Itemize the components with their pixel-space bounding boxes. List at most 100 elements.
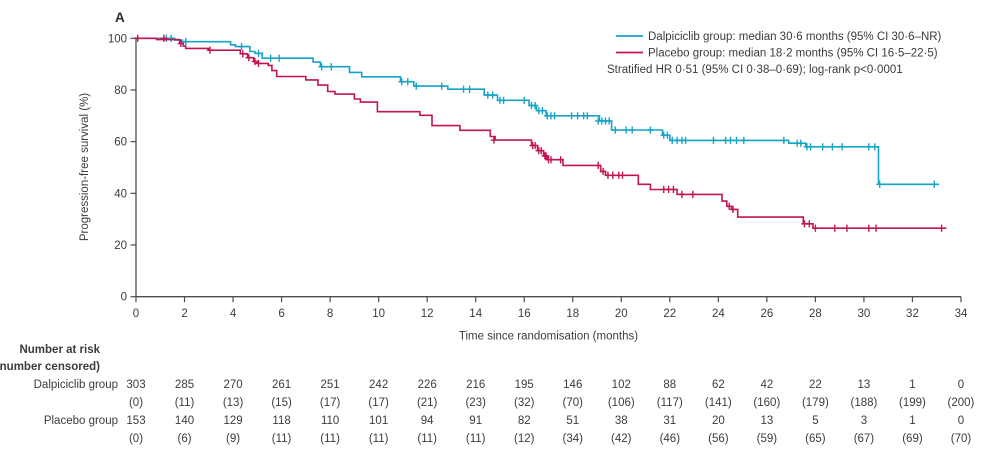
x-tick-label: 26: [760, 308, 773, 320]
at-risk-value: 22: [809, 379, 822, 391]
censored-value: (6): [177, 433, 191, 445]
censored-value: (12): [514, 433, 535, 445]
censored-value: (11): [175, 397, 195, 409]
censored-value: (21): [417, 397, 438, 409]
y-tick-label: 0: [121, 292, 127, 304]
at-risk-value: 226: [418, 379, 437, 391]
censored-value: (56): [708, 433, 729, 445]
at-risk-value: 20: [712, 415, 725, 427]
censored-value: (11): [369, 433, 389, 445]
x-tick-label: 10: [372, 308, 385, 320]
at-risk-value: 0: [958, 415, 964, 427]
at-risk-value: 153: [126, 415, 145, 427]
censored-value: (106): [608, 397, 635, 409]
number-at-risk-table: Number at risk (number censored) Dalpicicl…: [0, 344, 975, 445]
legend-label: Placebo group: median 18·2 months (95% C…: [648, 48, 938, 60]
legend-label: Dalpiciclib group: median 30·6 months (9…: [648, 31, 942, 43]
censored-value: (11): [417, 433, 437, 445]
x-tick-label: 24: [712, 308, 725, 320]
censored-value: (34): [563, 433, 584, 445]
censored-value: (200): [948, 397, 975, 409]
x-axis-title: Time since randomisation (months): [459, 331, 638, 343]
at-risk-value: 242: [369, 379, 388, 391]
censored-value: (42): [611, 433, 632, 445]
censored-value: (141): [705, 397, 732, 409]
dalpiciclib-series: [136, 34, 940, 188]
at-risk-value: 261: [272, 379, 291, 391]
x-tick-label: 20: [615, 308, 628, 320]
survival-step-curve: [136, 37, 947, 229]
censored-value: (67): [854, 433, 875, 445]
censored-value: (46): [660, 433, 681, 445]
at-risk-value: 91: [469, 415, 482, 427]
at-risk-value: 62: [712, 379, 725, 391]
at-risk-value: 31: [663, 415, 676, 427]
x-tick-label: 4: [230, 308, 237, 320]
x-tick-label: 8: [327, 308, 333, 320]
at-risk-value: 270: [223, 379, 242, 391]
at-risk-value: 285: [175, 379, 194, 391]
censored-value: (188): [850, 397, 877, 409]
x-tick-label: 14: [469, 308, 482, 320]
at-risk-value: 0: [958, 379, 964, 391]
x-tick-label: 12: [421, 308, 434, 320]
at-risk-value: 5: [812, 415, 818, 427]
censored-value: (32): [514, 397, 535, 409]
at-risk-value: 101: [369, 415, 388, 427]
x-tick-label: 0: [133, 308, 139, 320]
at-risk-value: 110: [321, 415, 339, 427]
risk-row-label: Dalpiciclib group: [34, 379, 118, 391]
censored-value: (17): [320, 397, 341, 409]
censored-value: (70): [951, 433, 972, 445]
risk-row-label: Placebo group: [44, 415, 118, 427]
legend: Dalpiciclib group: median 30·6 months (9…: [607, 31, 942, 76]
at-risk-value: 88: [663, 379, 676, 391]
censored-value: (11): [272, 433, 292, 445]
censored-value: (11): [320, 433, 340, 445]
survival-curves: [134, 34, 947, 232]
at-risk-value: 1: [909, 415, 915, 427]
risk-table-subtitle: (number censored): [0, 361, 100, 373]
censored-value: (17): [368, 397, 389, 409]
at-risk-value: 195: [515, 379, 534, 391]
at-risk-value: 1: [909, 379, 915, 391]
at-risk-value: 140: [175, 415, 194, 427]
at-risk-value: 94: [421, 415, 434, 427]
at-risk-value: 129: [223, 415, 242, 427]
censored-value: (11): [466, 433, 486, 445]
y-tick-label: 60: [114, 137, 127, 149]
x-tick-label: 28: [809, 308, 822, 320]
panel-label: A: [115, 10, 125, 25]
x-tick-label: 32: [906, 308, 919, 320]
censored-value: (59): [757, 433, 778, 445]
at-risk-value: 13: [858, 379, 871, 391]
at-risk-value: 51: [566, 415, 579, 427]
censored-value: (9): [226, 433, 240, 445]
censored-value: (13): [223, 397, 244, 409]
at-risk-value: 303: [126, 379, 145, 391]
censored-value: (65): [805, 433, 826, 445]
at-risk-value: 82: [518, 415, 531, 427]
legend-stats-note: Stratified HR 0·51 (95% CI 0·38–0·69); l…: [607, 64, 903, 76]
at-risk-value: 146: [563, 379, 582, 391]
at-risk-value: 118: [272, 415, 290, 427]
at-risk-value: 38: [615, 415, 628, 427]
at-risk-value: 3: [861, 415, 867, 427]
censored-value: (69): [902, 433, 923, 445]
censored-value: (160): [753, 397, 780, 409]
y-tick-label: 20: [114, 240, 127, 252]
censored-value: (199): [899, 397, 926, 409]
placebo-series: [134, 34, 947, 232]
at-risk-value: 216: [466, 379, 485, 391]
censored-value: (23): [465, 397, 486, 409]
x-tick-label: 16: [518, 308, 531, 320]
x-tick-label: 6: [278, 308, 284, 320]
y-axis-title: Progression-free survival (%): [79, 93, 91, 241]
at-risk-value: 42: [760, 379, 773, 391]
at-risk-value: 251: [321, 379, 340, 391]
at-risk-value: 102: [612, 379, 631, 391]
risk-table-title: Number at risk: [19, 344, 100, 356]
